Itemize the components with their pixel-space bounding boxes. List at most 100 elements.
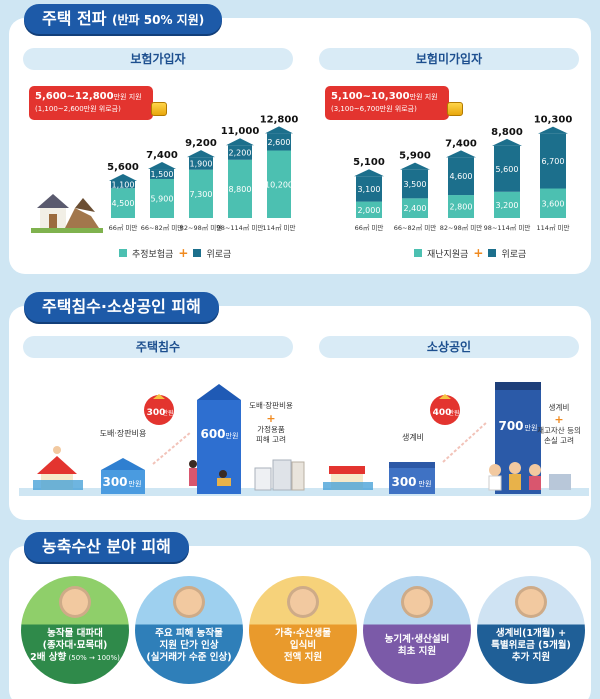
insured-range-unit: 만원 지원 — [113, 93, 142, 101]
uninsured-legend: 재난지원금 + 위로금 — [414, 246, 526, 260]
bar-total-label: 10,300 — [534, 115, 573, 126]
legend-label: 재난지원금 — [427, 249, 469, 260]
bar-roof — [226, 138, 254, 146]
uninsured-range-unit: 만원 지원 — [409, 93, 438, 101]
bar-roof — [538, 126, 568, 134]
benefit-circle: 주요 피해 농작물 지원 단가 인상 (실거래가 수준 인상) — [135, 576, 243, 684]
arrow-icon — [442, 421, 488, 463]
bar-segment — [494, 191, 520, 218]
bar-roof — [148, 162, 176, 170]
bar-segment — [402, 169, 428, 199]
category-label: 114㎡ 미만 — [263, 223, 296, 232]
benefit-line1: 주요 피해 농작물 — [155, 628, 223, 639]
bar-total-label: 7,400 — [146, 150, 178, 161]
livestock-icon — [287, 586, 319, 618]
segment-label: 1,100 — [112, 181, 135, 190]
smallbiz-illustration: 300 만원 생계비 400 만원 700 만원 생계비 + 재고자산 등의 손실… — [309, 382, 589, 496]
category-label: 66~82㎡ 미만 — [141, 223, 184, 232]
bar-total-label: 5,100 — [353, 157, 385, 168]
bar-segment — [228, 159, 252, 218]
bar-roof — [265, 126, 293, 134]
plus-icon: + — [473, 246, 484, 260]
flooded-base-value: 300 — [102, 475, 127, 489]
benefit-line1: 가축·수산생물 — [274, 628, 332, 639]
flooded-base-label: 도배·장판비용 — [100, 428, 147, 438]
benefit-line3-sub: (50% → 100%) — [66, 654, 120, 662]
benefit-line1: 농작물 대파대 — [47, 628, 103, 639]
section2-title: 주택침수·소상공인 피해 — [24, 292, 219, 322]
person-icon — [489, 464, 501, 476]
bar-total-label: 9,200 — [185, 138, 217, 149]
smallbiz-base-value: 300 — [391, 475, 416, 489]
bar-segment — [189, 157, 213, 170]
legend-swatch — [414, 249, 422, 257]
segment-label: 2,800 — [450, 203, 473, 212]
section3-title: 농축수산 분야 피해 — [24, 532, 189, 562]
bar-total-label: 5,900 — [399, 151, 431, 162]
segment-label: 1,500 — [151, 170, 174, 179]
insured-header: 보험가입자 — [23, 48, 293, 70]
segment-label: 3,100 — [358, 185, 381, 194]
flooded-total-unit: 만원 — [226, 431, 239, 440]
category-label: 66~82㎡ 미만 — [394, 223, 437, 232]
bar-total-label: 11,000 — [221, 126, 260, 137]
category-label: 66㎡ 미만 — [109, 223, 138, 232]
bar-total-label: 5,600 — [107, 162, 139, 173]
farmer-icon — [59, 586, 91, 618]
bar-segment — [356, 201, 382, 218]
flooded-base-unit: 만원 — [129, 479, 142, 488]
flooded-plus-unit: 만원 — [162, 409, 173, 417]
uninsured-range-value: 5,100~10,300 — [331, 91, 410, 102]
benefit-line1: 생계비(1개월) + — [495, 628, 567, 639]
flooded-plus-value: 300 — [147, 408, 166, 418]
bar-roof — [492, 138, 522, 146]
smallbiz-base-unit: 만원 — [419, 479, 432, 488]
category-label: 82~98㎡ 미만 — [440, 223, 483, 232]
segment-label: 5,900 — [151, 194, 174, 203]
bar-roof — [400, 162, 430, 170]
benefit-circle: 농작물 대파대 (종자대·묘목대) 2배 상향 (50% → 100%) — [21, 576, 129, 684]
benefit-line2: (종자대·묘목대) — [42, 640, 108, 651]
segment-label: 4,600 — [450, 172, 473, 181]
bar-total-label: 8,800 — [491, 127, 523, 138]
crop-icon — [173, 586, 205, 618]
legend-label: 위로금 — [501, 249, 527, 260]
bar-segment — [356, 176, 382, 202]
person-icon — [529, 464, 541, 476]
bar-roof — [446, 150, 476, 158]
benefit-line3: (실거래가 수준 인상) — [146, 652, 232, 663]
insured-range-sub: (1,100~2,600만원 위로금) — [35, 105, 121, 113]
collapsed-house-icon — [31, 194, 103, 233]
plus-icon: + — [266, 412, 275, 425]
bar-segment — [150, 178, 174, 218]
smallbiz-note1: 생계비 — [549, 402, 570, 412]
bar-segment — [267, 133, 291, 151]
smallbiz-plus-unit: 만원 — [448, 409, 459, 417]
section3-card: 농작물 대파대 (종자대·묘목대) 2배 상향 (50% → 100%) 주요 피해 … — [9, 546, 591, 699]
smallbiz-header: 소상공인 — [319, 336, 579, 358]
insured-bar-chart: 4,500 1,100 5,600 66㎡ 미만 5,900 1,500 7,400 66~8… — [107, 114, 298, 232]
bar-segment — [267, 150, 291, 218]
legend-label: 추정보험금 — [132, 249, 174, 260]
category-label: 114㎡ 미만 — [537, 223, 570, 232]
section2-card: 주택침수 소상공인 300 만원 도배·장판비용 300 만원 600 만원 — [9, 306, 591, 520]
legend-swatch — [119, 249, 127, 257]
segment-label: 4,500 — [112, 199, 135, 208]
benefit-circle: 농기계·생산설비 최초 지원 — [363, 576, 471, 684]
smallbiz-note2: 재고자산 등의 손실 고려 — [537, 425, 581, 445]
benefit-circle: 생계비(1개월) + 특별위로금 (5개월) 추가 지원 — [477, 576, 585, 684]
legend-swatch — [193, 249, 202, 257]
segment-label: 5,600 — [496, 165, 519, 174]
bar-roof — [187, 150, 215, 158]
bar-segment — [111, 180, 135, 189]
ground — [19, 488, 309, 496]
bar-segment — [540, 133, 566, 189]
insured-legend: 추정보험금 + 위로금 — [119, 246, 231, 260]
flooded-note1: 도배·장판비용 — [249, 400, 293, 410]
segment-label: 1,900 — [190, 159, 213, 168]
smallbiz-base-label: 생계비 — [402, 432, 424, 442]
arrow-icon — [152, 431, 192, 465]
smallbiz-plus-value: 400 — [433, 408, 452, 418]
uninsured-range-sub: (3,100~6,700만원 위로금) — [331, 105, 417, 113]
bar-segment — [150, 169, 174, 179]
